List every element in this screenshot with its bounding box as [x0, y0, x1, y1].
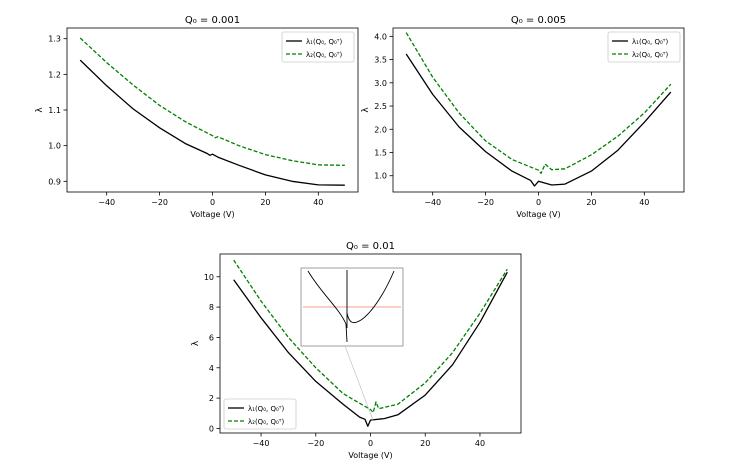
y-tick-label: 2.5 — [374, 102, 387, 111]
x-tick-label: −40 — [98, 198, 115, 207]
y-tick-label: 2 — [209, 394, 214, 403]
y-tick-label: 8 — [209, 303, 214, 312]
series-line-1 — [405, 53, 672, 187]
legend: λ₁(Q₀, Q₀ᵀ) λ₂(Q₀, Q₀ᵀ) — [223, 398, 297, 430]
x-tick-label: 40 — [639, 198, 649, 207]
series-line-1 — [233, 271, 508, 427]
inset-connector — [344, 345, 374, 421]
y-tick-label: 1.2 — [48, 70, 61, 79]
y-axis-label: λ — [35, 107, 45, 113]
series-group — [79, 37, 345, 186]
y-tick-label: 0 — [209, 424, 214, 433]
legend-label-1: λ₁(Q₀, Q₀ᵀ) — [306, 38, 342, 46]
chart-title: Q₀ = 0.001 — [185, 15, 240, 26]
y-tick-label: 1.0 — [374, 172, 387, 181]
x-tick-label: 20 — [260, 198, 270, 207]
x-tick-label: −40 — [424, 198, 441, 207]
x-axis-label: Voltage (V) — [516, 210, 560, 219]
legend-label-2: λ₂(Q₀, Q₀ᵀ) — [632, 51, 668, 59]
x-tick-label: −20 — [307, 439, 324, 448]
legend-label-2: λ₂(Q₀, Q₀ᵀ) — [248, 418, 284, 426]
inset-curve-right — [346, 270, 395, 324]
y-tick-label: 1.1 — [48, 106, 61, 115]
plot-frame — [66, 27, 359, 193]
chart-title: Q₀ = 0.005 — [511, 15, 566, 26]
x-tick-label: 0 — [536, 198, 541, 207]
y-tick-label: 2.0 — [374, 125, 387, 134]
series-line-2 — [233, 259, 508, 414]
y-tick-label: 3.0 — [374, 79, 387, 88]
legend-label-2: λ₂(Q₀, Q₀ᵀ) — [306, 51, 342, 59]
x-tick-label: 0 — [368, 439, 373, 448]
series-group — [233, 259, 508, 427]
inset-zoom — [300, 267, 404, 421]
plot-frame — [392, 27, 685, 193]
y-tick-label: 4 — [209, 364, 214, 373]
legend-label-1: λ₁(Q₀, Q₀ᵀ) — [632, 38, 668, 46]
series-line-1 — [79, 59, 345, 186]
plot-frame — [219, 253, 522, 434]
series-group — [405, 32, 672, 187]
x-tick-label: −40 — [253, 439, 270, 448]
chart-panel-2: Q₀ = 0.005 −40 −20 0 20 40 1.0 1.5 2.0 2.5 3.0 3.5 4… — [361, 15, 685, 219]
x-tick-label: 40 — [475, 439, 485, 448]
x-tick-label: 40 — [313, 198, 323, 207]
x-tick-label: 0 — [210, 198, 215, 207]
x-tick-label: −20 — [477, 198, 494, 207]
x-axis-label: Voltage (V) — [190, 210, 234, 219]
y-axis-label: λ — [191, 340, 201, 346]
legend-label-1: λ₁(Q₀, Q₀ᵀ) — [248, 405, 284, 413]
y-axis-label: λ — [361, 107, 371, 113]
series-line-2 — [79, 37, 345, 166]
legend: λ₁(Q₀, Q₀ᵀ) λ₂(Q₀, Q₀ᵀ) — [607, 31, 681, 63]
chart-panel-1: Q₀ = 0.001 −40 −20 0 20 40 0.9 1.0 1.1 1.2 1.3 Volt… — [35, 15, 359, 219]
y-tick-label: 1.0 — [48, 142, 61, 151]
y-tick-label: 6 — [209, 333, 214, 342]
inset-curve-left — [307, 270, 348, 343]
x-axis-label: Voltage (V) — [348, 451, 392, 460]
y-tick-label: 3.5 — [374, 56, 387, 65]
y-tick-label: 1.3 — [48, 35, 61, 44]
y-tick-label: 10 — [204, 273, 214, 282]
series-line-2 — [405, 32, 672, 175]
chart-panel-3: Q₀ = 0.01 −40 −20 0 20 40 0 2 4 6 8 10 Voltage (V) λ λ… — [191, 241, 522, 460]
y-tick-label: 1.5 — [374, 149, 387, 158]
x-tick-label: 20 — [420, 439, 430, 448]
x-tick-label: 20 — [586, 198, 596, 207]
legend: λ₁(Q₀, Q₀ᵀ) λ₂(Q₀, Q₀ᵀ) — [281, 31, 355, 63]
x-tick-label: −20 — [151, 198, 168, 207]
chart-title: Q₀ = 0.01 — [346, 241, 395, 252]
y-tick-label: 4.0 — [374, 32, 387, 41]
y-tick-label: 0.9 — [48, 177, 61, 186]
